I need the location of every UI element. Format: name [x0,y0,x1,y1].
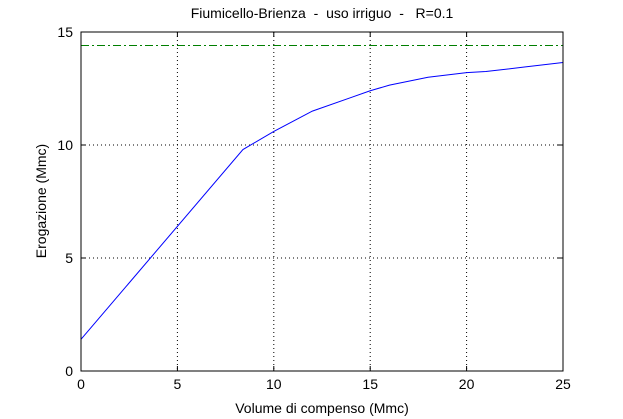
x-tick-label: 20 [459,376,475,392]
axes-box [80,31,564,372]
chart-title: Fiumicello-Brienza - uso irriguo - R=0.1 [191,5,454,21]
y-tick-label: 5 [65,250,73,266]
y-tick-label: 0 [65,363,73,379]
x-tick-label: 10 [266,376,282,392]
y-axis-label: Erogazione (Mmc) [33,144,49,258]
plot-area [81,32,563,371]
y-tick-label: 15 [57,24,73,40]
x-axis-label: Volume di compenso (Mmc) [235,400,409,416]
x-tick-label: 15 [362,376,378,392]
x-tick-label: 5 [174,376,182,392]
x-tick-label: 25 [555,376,571,392]
data-line [80,62,564,340]
y-tick-label: 10 [57,137,73,153]
x-tick-label: 0 [77,376,85,392]
